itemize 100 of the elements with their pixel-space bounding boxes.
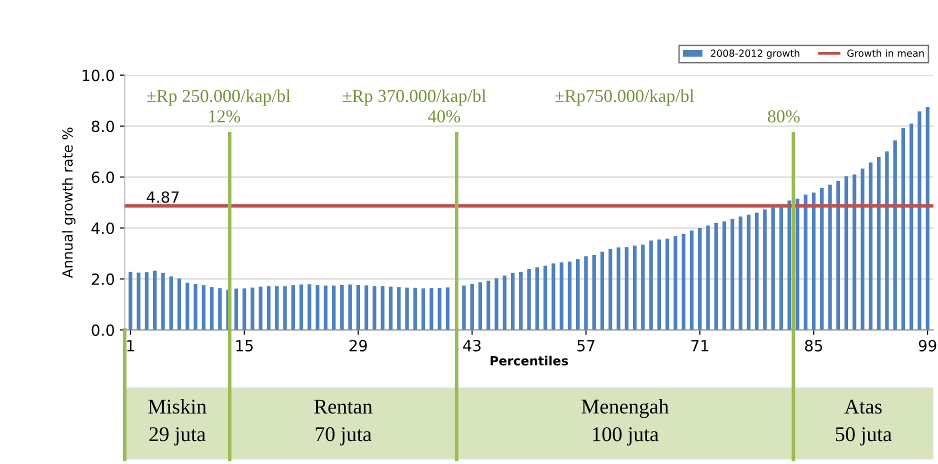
bar <box>446 287 450 330</box>
bar <box>169 276 173 330</box>
bar <box>592 255 596 330</box>
x-tick-label: 99 <box>918 340 936 352</box>
bar <box>738 216 742 330</box>
bar <box>918 111 922 330</box>
bar <box>486 280 490 330</box>
bar <box>657 239 662 330</box>
bar <box>356 284 360 330</box>
bar <box>470 284 474 330</box>
bar <box>161 272 165 330</box>
bar <box>258 286 262 330</box>
bar <box>348 284 352 330</box>
legend-label: Growth in mean <box>847 49 924 57</box>
annotation: 12% <box>209 110 240 123</box>
bar <box>380 286 384 330</box>
bar <box>153 270 157 330</box>
bar <box>413 288 417 330</box>
annotation: ±Rp 250.000/kap/bl <box>147 89 290 106</box>
annotation: ±Rp 370.000/kap/bl <box>342 89 486 106</box>
x-tick-label: 15 <box>236 340 253 352</box>
bar <box>299 284 304 330</box>
bar <box>788 200 792 330</box>
bar <box>275 286 279 330</box>
bar <box>600 252 604 330</box>
bar <box>885 151 889 330</box>
bar <box>438 288 442 330</box>
bar <box>868 162 873 330</box>
bar <box>568 262 572 330</box>
bar <box>608 248 612 330</box>
y-tick-label: 2.0 <box>92 273 114 285</box>
bar <box>194 284 198 330</box>
bar <box>388 286 393 330</box>
bar <box>144 272 149 330</box>
bar <box>706 225 710 330</box>
bar <box>397 287 401 330</box>
x-tick-label: 85 <box>805 340 822 352</box>
bar <box>250 288 254 330</box>
bar <box>186 282 190 330</box>
bar <box>202 285 206 330</box>
bar <box>291 285 295 330</box>
bar <box>836 180 840 330</box>
bar <box>820 188 824 330</box>
text: Menengah 100 juta <box>582 398 669 446</box>
bar <box>494 278 498 330</box>
annotation: 4.87 <box>146 191 179 203</box>
annotation: 40% <box>428 110 460 123</box>
bar <box>771 208 775 330</box>
bar <box>283 286 287 330</box>
bar <box>893 140 897 330</box>
x-tick-label: 71 <box>691 340 708 352</box>
annotation: 80% <box>768 110 800 123</box>
bar <box>828 184 832 330</box>
bar <box>340 284 344 330</box>
text: Rentan 70 juta <box>314 400 372 446</box>
bar <box>478 282 482 330</box>
bar <box>901 128 906 330</box>
bar <box>316 285 320 330</box>
bar <box>502 276 506 330</box>
bar <box>649 240 653 330</box>
bar <box>754 212 759 330</box>
bar <box>812 192 816 330</box>
y-tick-label: 4.0 <box>91 222 114 234</box>
bar <box>308 284 312 330</box>
bar <box>234 288 238 330</box>
bar <box>722 221 726 330</box>
bar <box>242 288 246 330</box>
x-axis-title: Percentiles <box>490 356 568 366</box>
bar <box>641 244 645 330</box>
bar <box>616 247 620 330</box>
bar <box>746 214 750 330</box>
bar <box>584 256 588 330</box>
bar <box>804 194 808 330</box>
bar <box>910 124 914 330</box>
text: Atas 50 juta <box>836 400 892 446</box>
bar <box>136 272 140 330</box>
bar <box>128 272 132 330</box>
bar <box>535 267 539 330</box>
annotation: ±Rp750.000/kap/bl <box>555 89 694 106</box>
bar <box>210 287 214 330</box>
bar <box>218 288 222 330</box>
bar <box>714 222 718 330</box>
y-tick-label: 10.0 <box>82 70 114 82</box>
y-tick-label: 6.0 <box>92 172 114 184</box>
bar <box>576 259 580 330</box>
bar <box>324 286 328 330</box>
bar <box>543 266 548 330</box>
bar <box>332 286 336 330</box>
y-tick-label: 0.0 <box>92 324 114 336</box>
bar <box>405 288 409 330</box>
y-axis-title: Annual growth rate % <box>62 128 76 278</box>
bar <box>860 168 864 330</box>
bar <box>844 176 848 330</box>
bar <box>730 218 734 330</box>
bar <box>372 286 376 330</box>
bar <box>926 107 930 330</box>
bar <box>632 246 637 330</box>
bar <box>698 228 702 330</box>
x-tick-label: 57 <box>577 340 594 352</box>
bar <box>430 288 434 330</box>
